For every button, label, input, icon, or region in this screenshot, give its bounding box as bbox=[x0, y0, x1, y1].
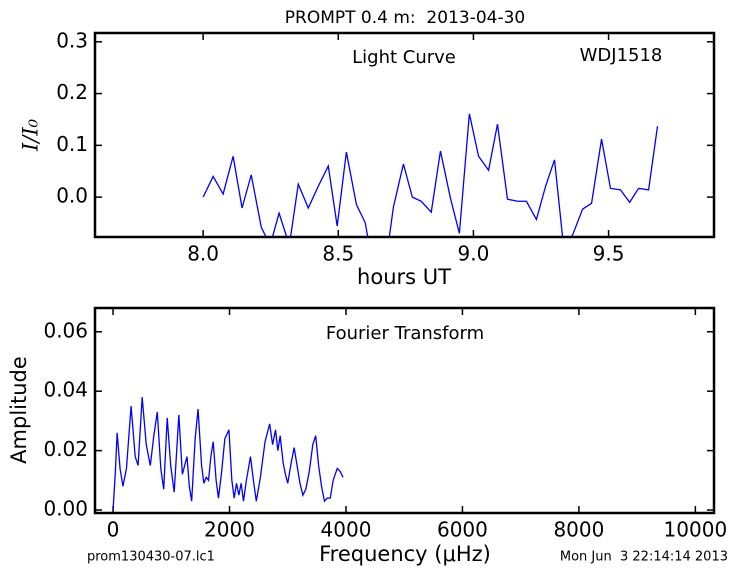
y-axis-label: Amplitude bbox=[7, 356, 31, 464]
x-tick-label: 2000 bbox=[204, 518, 255, 542]
chart-title: PROMPT 0.4 m: 2013-04-30 bbox=[285, 8, 525, 28]
x-tick-label: 4000 bbox=[321, 518, 372, 542]
y-tick-label: 0.04 bbox=[43, 378, 88, 402]
data-line bbox=[202, 113, 659, 237]
y-axis-label: I/I₀ bbox=[19, 118, 43, 152]
x-tick-label: 6000 bbox=[437, 518, 488, 542]
x-tick-label: 0 bbox=[107, 518, 120, 542]
plot-frame bbox=[93, 306, 716, 515]
y-tick-label: 0.0 bbox=[56, 184, 88, 208]
x-axis-label: hours UT bbox=[357, 265, 451, 289]
x-tick-label: 10000 bbox=[664, 518, 728, 542]
footer-left: prom130430-07.lc1 bbox=[87, 550, 215, 565]
data-line bbox=[112, 397, 344, 511]
y-tick-label: 0.1 bbox=[56, 132, 88, 156]
x-tick-label: 9.0 bbox=[458, 242, 490, 266]
annotation: WDJ1518 bbox=[580, 45, 663, 66]
x-tick-label: 8.0 bbox=[187, 242, 219, 266]
annotation: Fourier Transform bbox=[326, 323, 484, 344]
plot-frame bbox=[93, 31, 716, 239]
x-tick-label: 8.5 bbox=[322, 242, 354, 266]
y-tick-label: 0.00 bbox=[43, 497, 88, 521]
y-tick-label: 0.3 bbox=[56, 28, 88, 52]
annotation: Light Curve bbox=[352, 47, 456, 68]
x-tick-label: 9.5 bbox=[593, 242, 625, 266]
x-axis-label: Frequency (μHz) bbox=[319, 542, 491, 566]
footer-right: Mon Jun 3 22:14:14 2013 bbox=[560, 550, 728, 565]
y-tick-label: 0.06 bbox=[43, 318, 88, 342]
x-tick-label: 8000 bbox=[553, 518, 604, 542]
y-tick-label: 0.02 bbox=[43, 437, 88, 461]
y-tick-label: 0.2 bbox=[56, 80, 88, 104]
